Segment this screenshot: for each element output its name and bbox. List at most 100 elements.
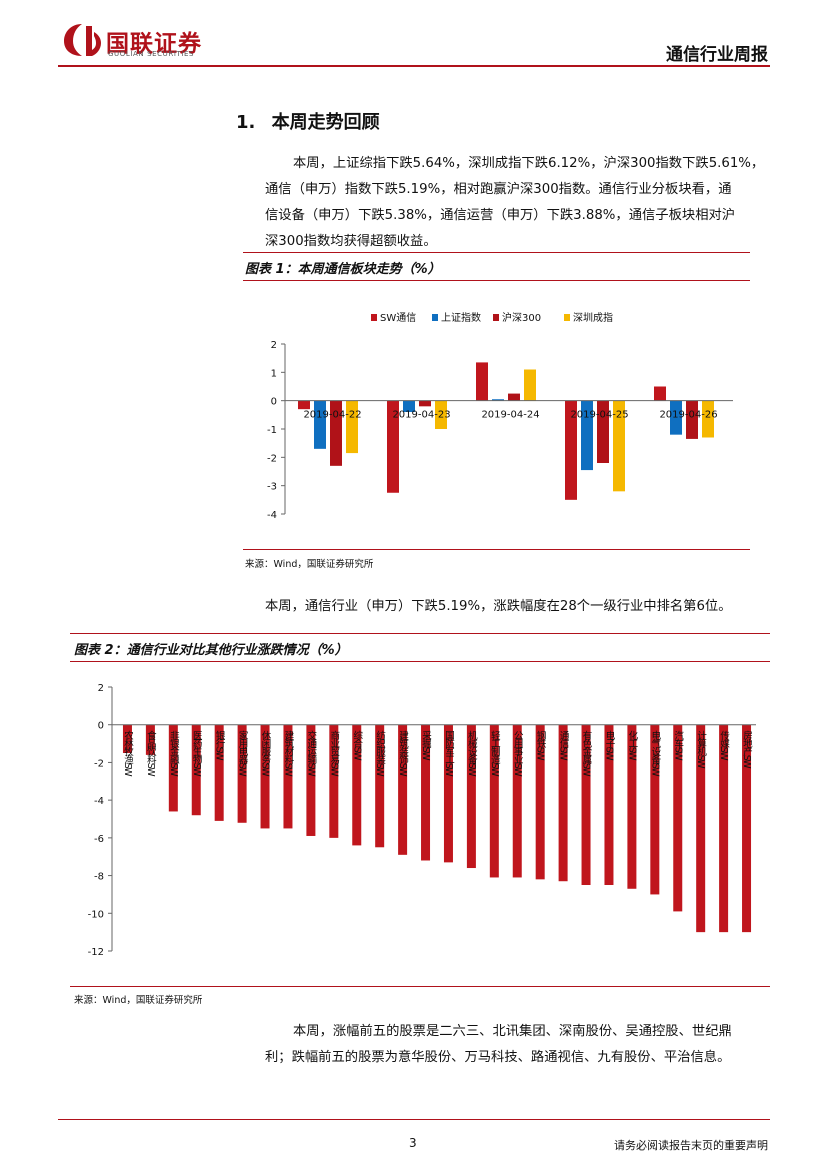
legend-label: SW通信 bbox=[380, 312, 416, 324]
y-tick-label: 2 bbox=[98, 683, 104, 694]
paragraph-line: 本周，上证综指下跌5.64%，深圳成指下跌6.12%，沪深300指数下跌5.61… bbox=[293, 156, 765, 171]
x-category-label: 建筑材料SW bbox=[282, 730, 294, 777]
y-tick-label: -1 bbox=[267, 425, 277, 436]
bar bbox=[283, 724, 293, 829]
bar bbox=[260, 724, 270, 829]
figure2-top-rule bbox=[70, 633, 770, 634]
bar bbox=[387, 400, 399, 493]
legend-swatch bbox=[432, 314, 438, 321]
bar bbox=[398, 724, 408, 855]
page-number: 3 bbox=[409, 1136, 417, 1150]
bar bbox=[719, 724, 729, 933]
x-category-label: 汽车SW bbox=[672, 730, 684, 761]
figure2-title: 图表 2：通信行业对比其他行业涨跌情况（%） bbox=[74, 643, 348, 658]
bar bbox=[237, 724, 247, 823]
x-category-label: 公用事业SW bbox=[512, 731, 524, 778]
bar bbox=[489, 724, 499, 878]
paragraph-line: 深300指数均获得超额收益。 bbox=[265, 234, 437, 249]
x-category-label: 采掘SW bbox=[420, 731, 432, 762]
legend-label: 深圳成指 bbox=[573, 311, 613, 324]
summary-paragraph: 本周，上证综指下跌5.64%，深圳成指下跌6.12%，沪深300指数下跌5.61… bbox=[265, 151, 771, 255]
x-category-label: 电子SW bbox=[603, 730, 615, 761]
figure1-chart: 2 1 0 -1 -2 -3 -4 SW通信 上证指数 沪深300 深圳成指 2019-04-22 20… bbox=[267, 311, 733, 521]
y-tick-label: -6 bbox=[94, 834, 104, 845]
bar bbox=[122, 724, 132, 753]
header-divider bbox=[58, 65, 770, 67]
bar bbox=[686, 400, 698, 439]
x-tick-label: 2019-04-25 bbox=[570, 410, 628, 421]
y-tick-label: -8 bbox=[94, 872, 104, 883]
bar bbox=[466, 724, 476, 869]
stocks-paragraph: 本周，涨幅前五的股票是二六三、北讯集团、深南股份、吴通控股、世纪鼎 利；跌幅前五… bbox=[265, 1019, 771, 1071]
legend-swatch bbox=[493, 314, 499, 321]
bar bbox=[168, 724, 178, 812]
bar bbox=[627, 724, 637, 889]
logo-text-en: GUOLIAN SECURITIES bbox=[108, 50, 195, 58]
y-tick-label: 0 bbox=[98, 721, 104, 732]
x-category-label: 商业贸易SW bbox=[328, 730, 340, 777]
x-category-label: 纺织服装SW bbox=[374, 730, 386, 777]
bar bbox=[346, 400, 358, 454]
figure1-title-rule bbox=[243, 280, 750, 281]
x-tick-label: 2019-04-26 bbox=[659, 410, 717, 421]
figure2-chart: 2 0 -2 -4 -6 -8 -10 -12 农林牧渔SW 食品饮料SW 非银金融SW 医药生物SW… bbox=[88, 683, 756, 958]
bar bbox=[604, 724, 614, 885]
x-category-label: 农林牧渔SW bbox=[122, 730, 134, 777]
section-heading: 1. 本周走势回顾 bbox=[236, 108, 380, 134]
bar bbox=[581, 724, 591, 885]
bar bbox=[443, 724, 453, 863]
x-category-label: 银行SW bbox=[214, 730, 226, 761]
bar bbox=[214, 724, 224, 821]
figure2-title-rule bbox=[70, 661, 770, 662]
footer-divider bbox=[58, 1119, 770, 1120]
bar bbox=[352, 724, 362, 846]
y-tick-label: 1 bbox=[271, 368, 277, 379]
x-category-label: 家用电器SW bbox=[237, 730, 249, 777]
bar bbox=[476, 362, 488, 401]
legend-swatch bbox=[371, 314, 377, 321]
y-tick-label: -12 bbox=[88, 947, 104, 958]
y-tick-label: -4 bbox=[94, 796, 104, 807]
bar bbox=[330, 400, 342, 466]
x-category-label: 建筑装饰SW bbox=[397, 730, 409, 777]
bar bbox=[742, 724, 752, 933]
bar bbox=[191, 724, 201, 816]
x-category-label: 休闲服务SW bbox=[260, 730, 272, 777]
y-tick-label: -2 bbox=[94, 758, 104, 769]
x-category-label: 综合SW bbox=[351, 730, 363, 761]
bar bbox=[306, 724, 316, 836]
y-tick-label: -4 bbox=[267, 510, 277, 521]
y-tick-label: -3 bbox=[267, 482, 277, 493]
bar bbox=[565, 400, 577, 500]
bar bbox=[650, 724, 660, 895]
x-tick-label: 2019-04-24 bbox=[481, 410, 539, 421]
y-tick-label: 2 bbox=[271, 340, 277, 351]
bar bbox=[435, 400, 447, 429]
bar bbox=[654, 386, 666, 401]
bar bbox=[696, 724, 706, 933]
figure1-top-rule bbox=[243, 252, 750, 253]
bar bbox=[421, 724, 431, 861]
report-title: 通信行业周报 bbox=[666, 45, 768, 65]
paragraph-line: 通信（申万）指数下跌5.19%，相对跑赢沪深300指数。通信行业分板块看，通 bbox=[265, 182, 732, 197]
bar bbox=[670, 400, 682, 435]
bar bbox=[673, 724, 683, 912]
bar bbox=[375, 724, 385, 848]
y-tick-label: -2 bbox=[267, 453, 277, 464]
x-category-label: 机械设备SW bbox=[466, 730, 478, 777]
x-category-label: 国防军工SW bbox=[443, 731, 455, 778]
legend-label: 上证指数 bbox=[441, 311, 481, 324]
x-category-label: 非银金融SW bbox=[168, 730, 180, 777]
paragraph-line: 本周，涨幅前五的股票是二六三、北讯集团、深南股份、吴通控股、世纪鼎 bbox=[293, 1024, 732, 1039]
bar bbox=[419, 400, 431, 407]
logo-text-cn: 国联证券 bbox=[106, 31, 202, 57]
x-category-label: 医药生物SW bbox=[191, 731, 203, 778]
bar bbox=[535, 724, 545, 880]
figure2-bottom-rule bbox=[70, 986, 770, 987]
bar bbox=[524, 369, 536, 401]
footer-disclaimer: 请务必阅读报告末页的重要声明 bbox=[614, 1139, 768, 1152]
bar bbox=[702, 400, 714, 438]
y-tick-label: -10 bbox=[88, 909, 104, 920]
paragraph-line: 利；跌幅前五的股票为意华股份、万马科技、路通视信、九有股份、平治信息。 bbox=[265, 1050, 731, 1065]
guolian-logo-icon bbox=[64, 24, 101, 56]
